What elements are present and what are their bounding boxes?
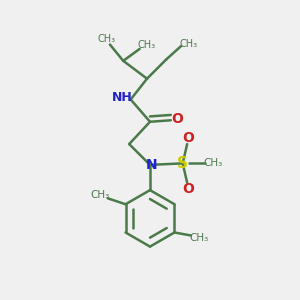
Text: O: O bbox=[183, 130, 195, 145]
Text: NH: NH bbox=[111, 92, 132, 104]
Text: CH₃: CH₃ bbox=[190, 233, 209, 243]
Text: CH₃: CH₃ bbox=[98, 34, 116, 44]
Text: CH₃: CH₃ bbox=[91, 190, 110, 200]
Text: CH₃: CH₃ bbox=[180, 39, 198, 49]
Text: S: S bbox=[177, 156, 188, 171]
Text: CH₃: CH₃ bbox=[203, 158, 223, 168]
Text: O: O bbox=[183, 182, 195, 196]
Text: O: O bbox=[171, 112, 183, 126]
Text: CH₃: CH₃ bbox=[138, 40, 156, 50]
Text: N: N bbox=[146, 158, 157, 172]
